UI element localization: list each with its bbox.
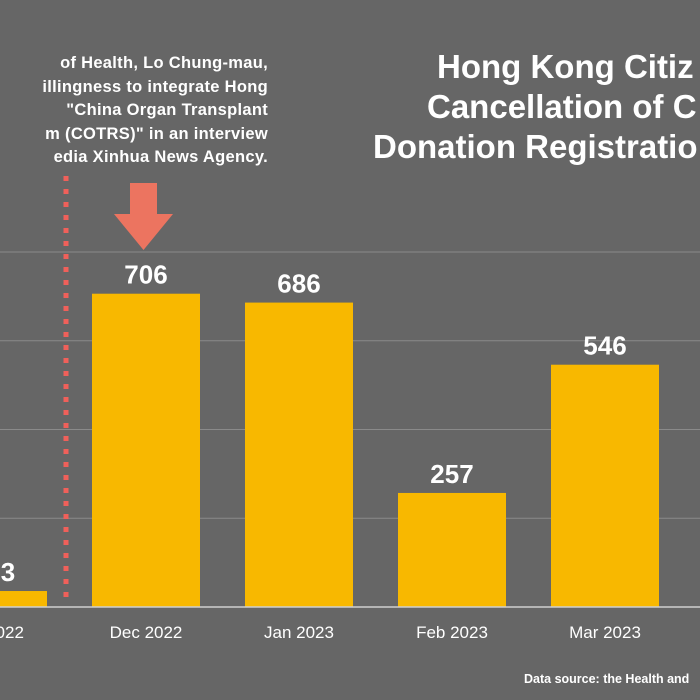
chart-title-line-2: Cancellation of C — [427, 88, 697, 125]
bar — [92, 293, 200, 607]
data-label: 686 — [277, 269, 320, 299]
bar — [245, 302, 353, 607]
x-tick-label: Dec 2022 — [110, 623, 183, 642]
data-label: 257 — [430, 459, 473, 489]
x-tick-label: Mar 2023 — [569, 623, 641, 642]
bar — [0, 591, 47, 607]
annotation-line: "China Organ Transplant — [66, 101, 268, 119]
x-tick-label: Feb 2023 — [416, 623, 488, 642]
x-tick-label: 2022 — [0, 623, 24, 642]
down-arrow-icon — [114, 183, 173, 250]
chart-title-line-1: Hong Kong Citiz — [437, 48, 694, 85]
bar — [551, 364, 659, 607]
data-label: 546 — [583, 331, 626, 361]
annotation-text: of Health, Lo Chung-mau, illingness to i… — [0, 52, 268, 170]
data-label: 3 — [1, 557, 15, 587]
data-source: Data source: the Health and — [524, 672, 690, 686]
annotation-line: of Health, Lo Chung-mau, — [60, 54, 268, 72]
x-tick-label: Jan 2023 — [264, 623, 334, 642]
data-label: 706 — [124, 260, 167, 290]
annotation-line: m (COTRS)" in an interview — [45, 124, 268, 143]
annotation-line: edia Xinhua News Agency. — [53, 148, 268, 166]
bar — [398, 492, 506, 607]
chart-title-line-3: Donation Registratio — [373, 128, 698, 165]
annotation-line: illingness to integrate Hong — [42, 77, 268, 96]
